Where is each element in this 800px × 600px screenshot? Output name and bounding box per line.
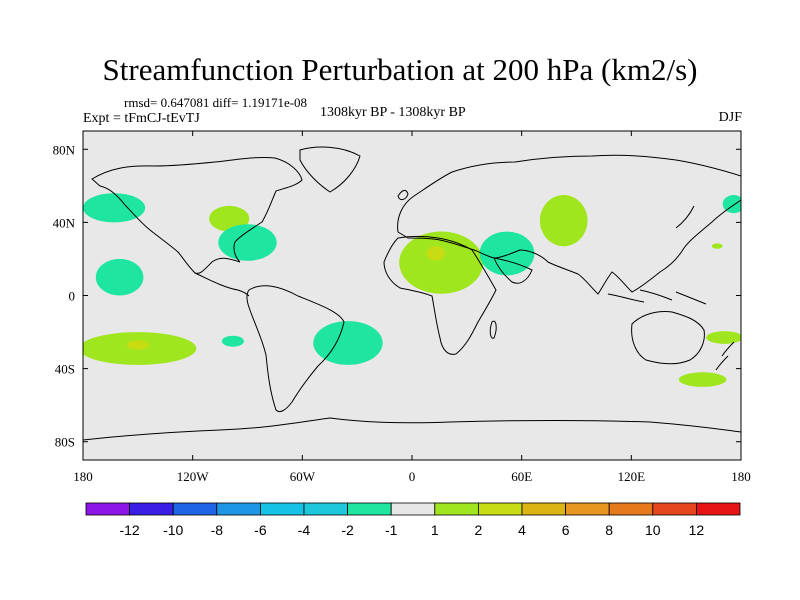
anomaly-region-1 — [95, 258, 144, 296]
colorbar-swatch-10 — [521, 502, 566, 516]
x-tick-label-0: 180 — [73, 469, 93, 484]
colorbar-label-8: 2 — [475, 522, 483, 538]
colorbar-swatch-2 — [172, 502, 218, 516]
colorbar-label-0: -12 — [119, 522, 139, 538]
coast-japan — [675, 205, 695, 229]
anomaly-region-3 — [126, 340, 149, 350]
colorbar-swatch-12 — [608, 502, 654, 516]
y-tick-label-3: 40S — [55, 362, 75, 377]
colorbar-label-3: -6 — [254, 522, 267, 538]
colorbar-swatch-11 — [565, 502, 610, 516]
rmsd-stats: rmsd= 0.647081 diff= 1.19171e-08 — [124, 95, 308, 110]
y-tick-label-0: 80N — [53, 142, 76, 157]
coast-new-zealand — [715, 341, 735, 371]
anomaly-region-8 — [399, 231, 484, 294]
anomaly-region-4 — [221, 335, 244, 347]
colorbar-label-12: 10 — [645, 522, 661, 538]
colorbar-swatch-3 — [216, 502, 261, 516]
colorbar-swatch-5 — [303, 502, 348, 516]
coast-uk — [397, 189, 409, 201]
period-label: 1308kyr BP - 1308kyr BP — [320, 105, 466, 120]
anomaly-region-12 — [722, 195, 741, 214]
coast-greenland — [299, 146, 361, 193]
coast-eurasia — [397, 154, 741, 295]
coast-south-america — [246, 285, 345, 413]
colorbar-label-6: -1 — [385, 522, 398, 538]
x-tick-label-1: 120W — [177, 469, 210, 484]
colorbar-label-11: 8 — [605, 522, 613, 538]
coast-africa — [383, 236, 497, 355]
anomaly-region-11 — [539, 195, 588, 247]
colorbar-swatch-1 — [129, 502, 174, 516]
colorbar-label-9: 4 — [518, 522, 526, 538]
colorbar-label-4: -4 — [298, 522, 311, 538]
anomaly-region-7 — [313, 321, 383, 365]
coast-australia — [631, 311, 705, 365]
season-label: DJF — [718, 110, 742, 125]
anomaly-region-6 — [218, 224, 277, 261]
colorbar-label-2: -8 — [211, 522, 224, 538]
chart-title: Streamfunction Perturbation at 200 hPa (… — [102, 52, 698, 87]
coast-madagascar — [489, 320, 497, 339]
x-tick-label-2: 60W — [290, 469, 316, 484]
anomaly-region-9 — [426, 246, 445, 261]
map-background — [83, 131, 741, 460]
colorbar-label-5: -2 — [341, 522, 354, 538]
colorbar-label-1: -10 — [163, 522, 183, 538]
anomaly-region-15 — [678, 372, 727, 387]
coastlines — [83, 146, 741, 441]
anomaly-region-0 — [83, 193, 146, 223]
experiment-label: Expt = tFmCJ-tEvTJ — [83, 111, 200, 126]
colorbar-label-7: 1 — [431, 522, 439, 538]
y-tick-label-4: 80S — [55, 435, 75, 450]
colorbar-label-13: 12 — [689, 522, 705, 538]
coast-arabia — [493, 257, 533, 284]
anomaly-region-10 — [479, 231, 535, 276]
x-tick-label-4: 60E — [511, 469, 532, 484]
x-tick-label-6: 180 — [731, 469, 751, 484]
coast-indonesia — [607, 289, 707, 305]
colorbar-swatch-7 — [390, 502, 436, 516]
colorbar-label-10: 6 — [562, 522, 570, 538]
x-tick-label-3: 0 — [409, 469, 416, 484]
colorbar-swatch-0 — [85, 502, 130, 516]
colorbar-swatch-14 — [696, 502, 741, 516]
colorbar-swatch-8 — [434, 502, 479, 516]
colorbar-swatch-13 — [652, 502, 697, 516]
anomaly-region-13 — [711, 243, 723, 249]
x-tick-label-5: 120E — [618, 469, 646, 484]
anomaly-region-14 — [706, 331, 741, 344]
coast-antarctica — [83, 417, 741, 441]
colorbar-swatch-4 — [259, 502, 305, 516]
colorbar-swatch-6 — [347, 502, 392, 516]
colorbar-swatch-9 — [477, 502, 523, 516]
y-tick-label-1: 40N — [53, 215, 76, 230]
y-tick-label-2: 0 — [69, 289, 76, 304]
coast-north-america — [91, 157, 303, 274]
